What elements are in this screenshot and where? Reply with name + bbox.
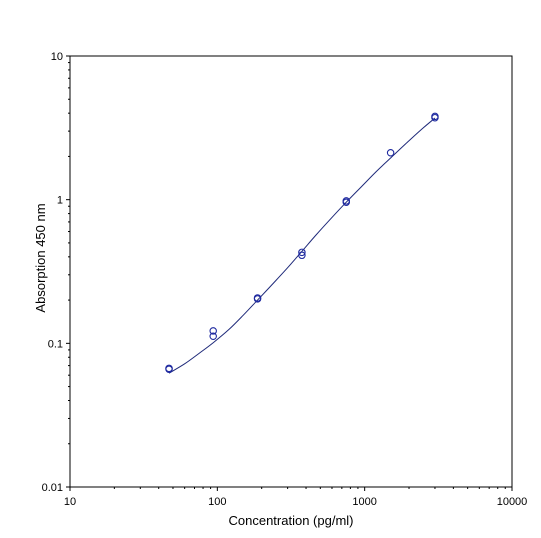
x-tick-label: 1000: [352, 496, 376, 508]
x-axis: 10 100 1000 10000: [64, 487, 527, 508]
y-tick-label: 0.01: [42, 482, 63, 494]
fit-curve-layer: [168, 117, 436, 374]
plot-frame: [69, 55, 513, 488]
data-point: [386, 149, 395, 157]
y-axis-title: Absorption 450 nm: [33, 203, 48, 312]
fit-curve: [168, 117, 436, 374]
data-point: [209, 327, 217, 335]
data-points-layer: [165, 112, 439, 374]
data-point: [342, 197, 351, 205]
y-tick-label: 0.1: [48, 338, 63, 350]
data-point: [253, 294, 262, 302]
data-point: [165, 364, 173, 373]
y-tick-label: 1: [57, 195, 63, 207]
x-tick-label: 10: [64, 496, 76, 508]
data-point: [431, 112, 439, 121]
x-tick-label: 10000: [497, 496, 528, 508]
data-point: [298, 251, 306, 260]
y-axis: 0.01 0.1 1 10: [42, 51, 70, 494]
data-point: [298, 248, 306, 257]
x-axis-title: Concentration (pg/ml): [229, 513, 354, 528]
data-point: [209, 332, 217, 341]
y-tick-label: 10: [51, 51, 63, 63]
plot-area: [69, 55, 513, 488]
x-tick-label: 100: [208, 496, 226, 508]
